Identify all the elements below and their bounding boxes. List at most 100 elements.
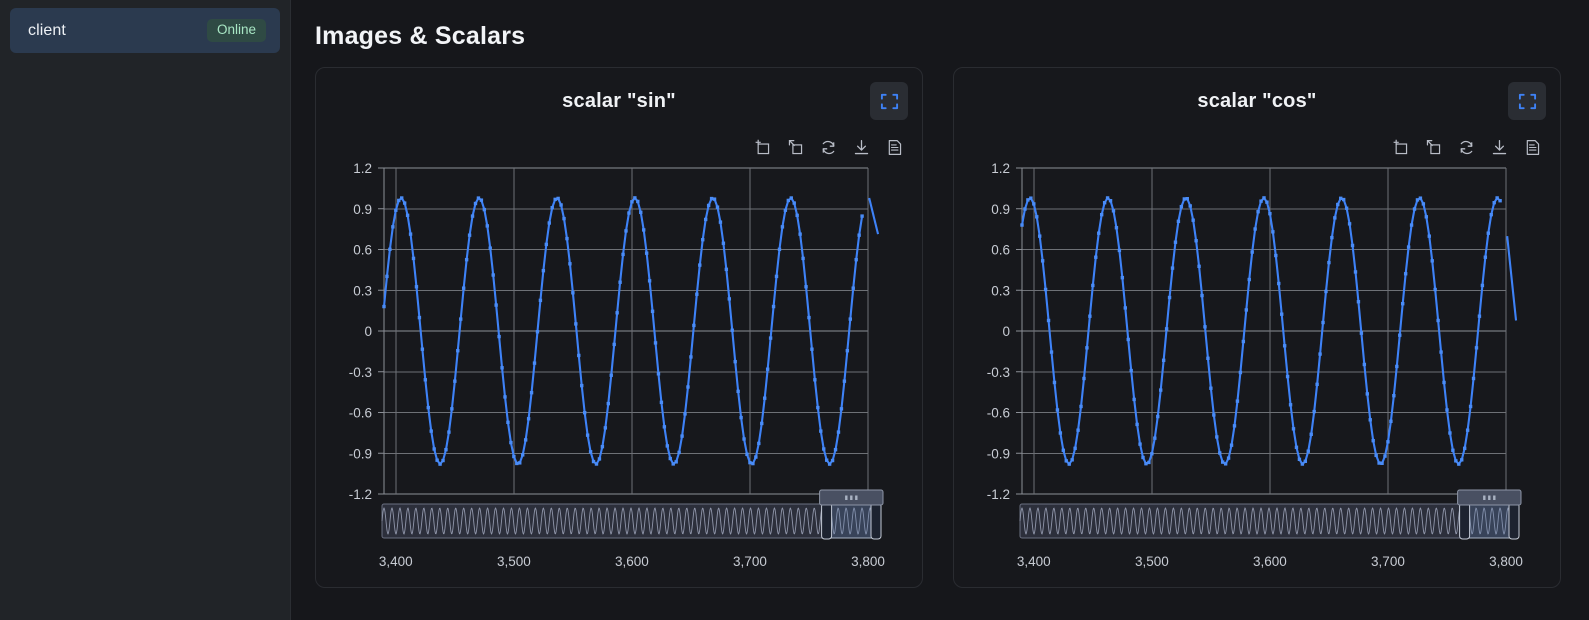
download-icon[interactable] <box>852 138 871 157</box>
series-data-point <box>479 198 484 202</box>
series-data-point <box>1294 445 1299 450</box>
series-data-point <box>1102 200 1107 205</box>
series-data-point <box>1433 287 1437 292</box>
status-badge: Online <box>206 19 266 42</box>
series-data-point <box>1188 204 1192 208</box>
plot-area-sin[interactable]: 1.2 0.9 0.6 0.3 0 -0.3 -0.6 -0.9 -1.2 3,400 3,500 3… <box>316 132 922 587</box>
datazoom-handle-right[interactable] <box>1508 502 1520 540</box>
series-data-point <box>441 458 445 463</box>
zoom-select-icon[interactable] <box>1391 138 1410 157</box>
series-data-point <box>1445 408 1449 412</box>
series-data-point <box>391 225 395 229</box>
series-data-point <box>1215 435 1219 439</box>
series-data-point <box>509 440 513 445</box>
series-data-point <box>706 203 711 208</box>
series-data-point <box>385 274 389 279</box>
series-data-point <box>394 208 398 212</box>
refresh-icon[interactable] <box>819 138 838 157</box>
series-data-point <box>730 328 734 332</box>
series-data-point <box>656 372 661 376</box>
data-view-icon[interactable] <box>885 138 904 157</box>
series-data-point <box>497 334 501 339</box>
data-view-icon[interactable] <box>1523 138 1542 157</box>
chart-svg-sin[interactable]: 1.2 0.9 0.6 0.3 0 -0.3 -0.6 -0.9 -1.2 3,400 3,500 3… <box>316 132 924 589</box>
series-tail-segment <box>868 197 880 235</box>
series-data-point <box>703 217 708 222</box>
series-data-point <box>574 322 578 326</box>
series-data-point <box>1418 196 1423 200</box>
datazoom-handle-left[interactable] <box>821 502 833 540</box>
series-data-point <box>742 437 746 441</box>
series-data-point <box>594 462 599 466</box>
series-data-point <box>624 229 628 233</box>
series-data-point <box>1049 350 1054 354</box>
chart-svg-cos[interactable]: 1.2 0.9 0.6 0.3 0 -0.3 -0.6 -0.9 -1.2 3,400 3,500 3… <box>954 132 1562 589</box>
fullscreen-button[interactable] <box>870 82 908 120</box>
series-data-point <box>1303 459 1308 463</box>
datazoom-selection-window[interactable] <box>826 503 877 539</box>
series-data-point <box>833 447 838 452</box>
datazoom-selection-window[interactable] <box>1464 503 1515 539</box>
series-data-point <box>1203 325 1207 329</box>
series-data-point <box>1347 222 1352 226</box>
download-icon[interactable] <box>1490 138 1509 157</box>
series-data-point <box>1067 462 1071 466</box>
series-data-point <box>659 400 664 405</box>
series-data-point <box>851 286 855 290</box>
refresh-icon[interactable] <box>1457 138 1476 157</box>
series-data-point <box>630 200 634 204</box>
series-data-point <box>447 430 451 434</box>
series-data-point <box>824 458 829 462</box>
zoom-reset-icon[interactable] <box>1424 138 1443 157</box>
series-data-point <box>1135 422 1139 427</box>
series-data-point <box>1403 272 1408 276</box>
series-data-point <box>819 429 823 433</box>
series-data-point <box>529 390 534 395</box>
sidebar-item-client[interactable]: client Online <box>10 8 280 53</box>
series-data-point <box>780 225 785 229</box>
series-data-point <box>804 285 808 289</box>
y-axis-tick-label: 0.9 <box>991 202 1010 217</box>
series-data-point <box>1229 443 1234 447</box>
series-data-point <box>429 429 433 433</box>
series-data-point <box>603 426 608 430</box>
series-data-point <box>609 373 613 377</box>
series-data-point <box>582 410 587 415</box>
series-data-point <box>1430 259 1434 263</box>
series-data-point <box>695 292 699 296</box>
datazoom-handle-left[interactable] <box>1459 502 1471 540</box>
series-data-point <box>1321 320 1325 325</box>
series-data-point <box>606 401 610 406</box>
series-data-point <box>1253 227 1257 231</box>
series-data-point <box>1244 308 1248 312</box>
series-data-point <box>1398 333 1402 337</box>
series-data-point <box>807 315 811 320</box>
y-axis-tick-label: -1.2 <box>349 487 372 502</box>
series-data-point <box>774 274 779 279</box>
fullscreen-button[interactable] <box>1508 82 1546 120</box>
datazoom-handle-right[interactable] <box>870 502 882 540</box>
series-data-point <box>461 286 466 290</box>
main-content: Images & Scalars scalar "sin" <box>291 0 1589 620</box>
series-data-point <box>1144 462 1148 466</box>
series-data-point <box>839 407 844 411</box>
series-data-point <box>760 421 764 426</box>
series-data-point <box>816 405 820 410</box>
series-data-point <box>662 425 667 429</box>
series-data-point <box>1288 403 1293 407</box>
plot-area-cos[interactable]: 1.2 0.9 0.6 0.3 0 -0.3 -0.6 -0.9 -1.2 3,400 3,500 3… <box>954 132 1560 587</box>
y-axis-tick-label: -0.9 <box>987 446 1010 461</box>
zoom-select-icon[interactable] <box>753 138 772 157</box>
series-data-point <box>411 256 416 261</box>
series-data-point <box>836 430 841 434</box>
series-data-point <box>1191 218 1195 222</box>
series-data-point <box>1182 197 1187 201</box>
series-data-point <box>1339 196 1343 200</box>
zoom-reset-icon[interactable] <box>786 138 805 157</box>
series-data-point <box>450 407 454 411</box>
chart-toolbar-sin <box>753 138 904 157</box>
series-data-point <box>1108 199 1113 203</box>
series-data-point <box>1341 197 1346 202</box>
series-data-point <box>615 311 619 315</box>
series-data-point <box>1247 277 1251 282</box>
